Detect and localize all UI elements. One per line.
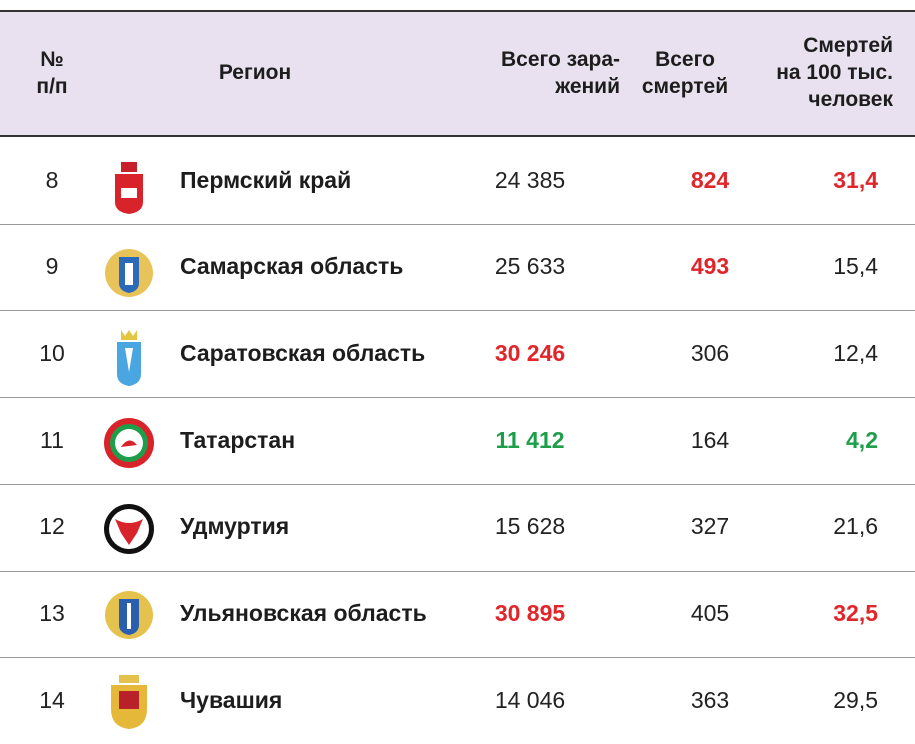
value-cell: 30 246 (494, 339, 566, 366)
row-separator (0, 483, 915, 485)
value-cell: 306 (690, 339, 730, 366)
region-name: Удмуртия (180, 513, 290, 540)
emblem (104, 418, 154, 468)
value-cell: 12,4 (833, 339, 878, 366)
row-separator (0, 310, 915, 312)
header-cell: Всего зара- жений (501, 47, 620, 98)
region-name: Татарстан (180, 426, 296, 453)
value-cell: 363 (690, 686, 730, 713)
value-cell: 405 (690, 600, 730, 626)
row-number: 9 (45, 253, 59, 280)
value-cell: 21,6 (833, 513, 878, 540)
row-number: 12 (39, 513, 65, 540)
value-cell: 25 633 (494, 253, 566, 280)
value-cell: 15,4 (833, 253, 878, 280)
region-name: Саратовская область (180, 339, 426, 366)
value-cell: 24 385 (494, 166, 566, 193)
region-name: Чувашия (180, 686, 283, 713)
value-cell: 29,5 (833, 686, 878, 713)
value-cell: 31,4 (833, 166, 878, 193)
value-cell: 493 (690, 253, 730, 280)
header-cell: Смертей на 100 тыс. человек (776, 34, 893, 111)
row-number: 13 (39, 600, 65, 626)
value-cell: 32,5 (833, 600, 878, 626)
emblem (104, 504, 154, 554)
emblem (117, 330, 141, 386)
row-number: 8 (45, 166, 59, 193)
value-cell: 14 046 (494, 686, 566, 713)
emblem (111, 675, 147, 729)
row-separator (0, 397, 915, 399)
value-cell: 11 412 (495, 426, 565, 453)
value-cell: 824 (690, 166, 730, 193)
value-cell: 164 (690, 426, 730, 453)
header-cell: Всего смертей (641, 47, 729, 98)
emblem (105, 591, 153, 639)
header-band (0, 10, 915, 137)
emblem (115, 162, 143, 214)
header-cell: Регион (218, 61, 292, 84)
emblem (105, 249, 153, 297)
row-number: 10 (39, 339, 65, 366)
row-separator (0, 657, 915, 659)
value-cell: 30 895 (494, 600, 566, 626)
row-number: 14 (39, 686, 65, 713)
value-cell: 15 628 (494, 513, 566, 540)
value-cell: 327 (690, 513, 730, 540)
region-name: Самарская область (180, 253, 404, 280)
region-name: Ульяновская область (180, 600, 427, 626)
row-separator (0, 223, 915, 225)
row-separator (0, 570, 915, 572)
region-name: Пермский край (180, 166, 352, 193)
value-cell: 4,2 (846, 426, 878, 453)
header-cell: № п/п (36, 47, 68, 98)
row-number: 11 (40, 426, 64, 453)
